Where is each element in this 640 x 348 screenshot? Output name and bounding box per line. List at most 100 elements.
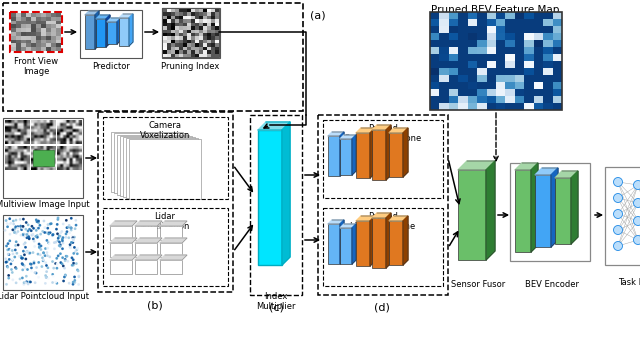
Bar	[3, 215, 83, 290]
Point	[67, 258, 77, 264]
Point	[28, 231, 38, 237]
Polygon shape	[356, 128, 375, 133]
Point	[74, 282, 84, 287]
Point	[3, 241, 13, 246]
Point	[38, 258, 48, 263]
Point	[17, 227, 27, 232]
Polygon shape	[328, 220, 344, 224]
Circle shape	[614, 226, 623, 235]
Point	[42, 238, 52, 243]
Point	[10, 247, 20, 253]
Point	[40, 224, 50, 230]
Point	[61, 218, 72, 223]
Point	[19, 248, 29, 254]
Point	[1, 259, 12, 265]
Point	[58, 263, 68, 269]
Bar	[110, 260, 132, 274]
Point	[53, 238, 63, 244]
Circle shape	[634, 181, 640, 190]
Point	[31, 217, 42, 223]
Polygon shape	[258, 122, 290, 130]
Point	[51, 279, 61, 285]
Point	[10, 230, 20, 235]
Point	[20, 245, 31, 250]
Point	[20, 240, 30, 246]
Point	[24, 235, 35, 240]
Bar	[80, 10, 142, 58]
Point	[18, 224, 28, 229]
Bar	[430, 12, 562, 110]
Point	[64, 280, 74, 286]
Polygon shape	[119, 14, 133, 18]
Bar	[318, 115, 448, 295]
Point	[31, 270, 41, 276]
Point	[33, 220, 44, 226]
Point	[60, 266, 70, 271]
Bar	[340, 228, 352, 264]
Point	[52, 261, 62, 267]
Polygon shape	[107, 18, 121, 22]
Point	[10, 226, 20, 231]
Point	[40, 246, 51, 251]
Point	[24, 251, 34, 256]
Point	[29, 259, 39, 264]
Point	[66, 225, 76, 231]
Point	[33, 234, 43, 240]
Polygon shape	[555, 171, 578, 178]
Point	[72, 251, 83, 256]
Bar	[3, 3, 303, 111]
Point	[16, 255, 26, 261]
Point	[28, 226, 38, 231]
Point	[24, 279, 35, 285]
Point	[4, 238, 15, 244]
Polygon shape	[340, 135, 356, 139]
Point	[18, 231, 28, 237]
Point	[38, 250, 49, 256]
Polygon shape	[135, 255, 162, 260]
Point	[20, 280, 31, 285]
Point	[11, 239, 21, 245]
Point	[32, 235, 42, 240]
Bar	[114, 133, 186, 193]
Polygon shape	[356, 216, 375, 221]
Polygon shape	[386, 125, 391, 180]
Point	[68, 262, 79, 268]
Polygon shape	[328, 132, 344, 136]
Point	[60, 272, 70, 278]
Bar	[3, 118, 83, 198]
Polygon shape	[352, 135, 356, 175]
Point	[18, 224, 28, 229]
Bar	[162, 8, 219, 57]
Text: Predictor: Predictor	[92, 62, 130, 71]
Bar	[33, 150, 54, 166]
Point	[11, 224, 21, 230]
Point	[60, 256, 70, 262]
Point	[49, 266, 59, 271]
Polygon shape	[535, 168, 558, 175]
Polygon shape	[403, 216, 408, 265]
Point	[29, 238, 39, 244]
Bar	[535, 175, 551, 247]
Bar	[162, 8, 220, 58]
Point	[45, 230, 55, 236]
Point	[70, 280, 80, 285]
Point	[17, 256, 27, 261]
Point	[48, 274, 58, 279]
Point	[11, 266, 21, 271]
Point	[20, 266, 30, 271]
Point	[66, 215, 76, 221]
Point	[6, 247, 16, 253]
Polygon shape	[389, 128, 408, 133]
Point	[22, 267, 33, 272]
Point	[65, 230, 75, 236]
Point	[40, 273, 51, 278]
Point	[67, 255, 77, 261]
Point	[54, 239, 65, 245]
Point	[23, 248, 33, 254]
Point	[17, 262, 28, 267]
Point	[65, 245, 76, 251]
Point	[11, 230, 21, 236]
Point	[19, 234, 29, 239]
Circle shape	[634, 198, 640, 207]
Point	[41, 275, 51, 280]
